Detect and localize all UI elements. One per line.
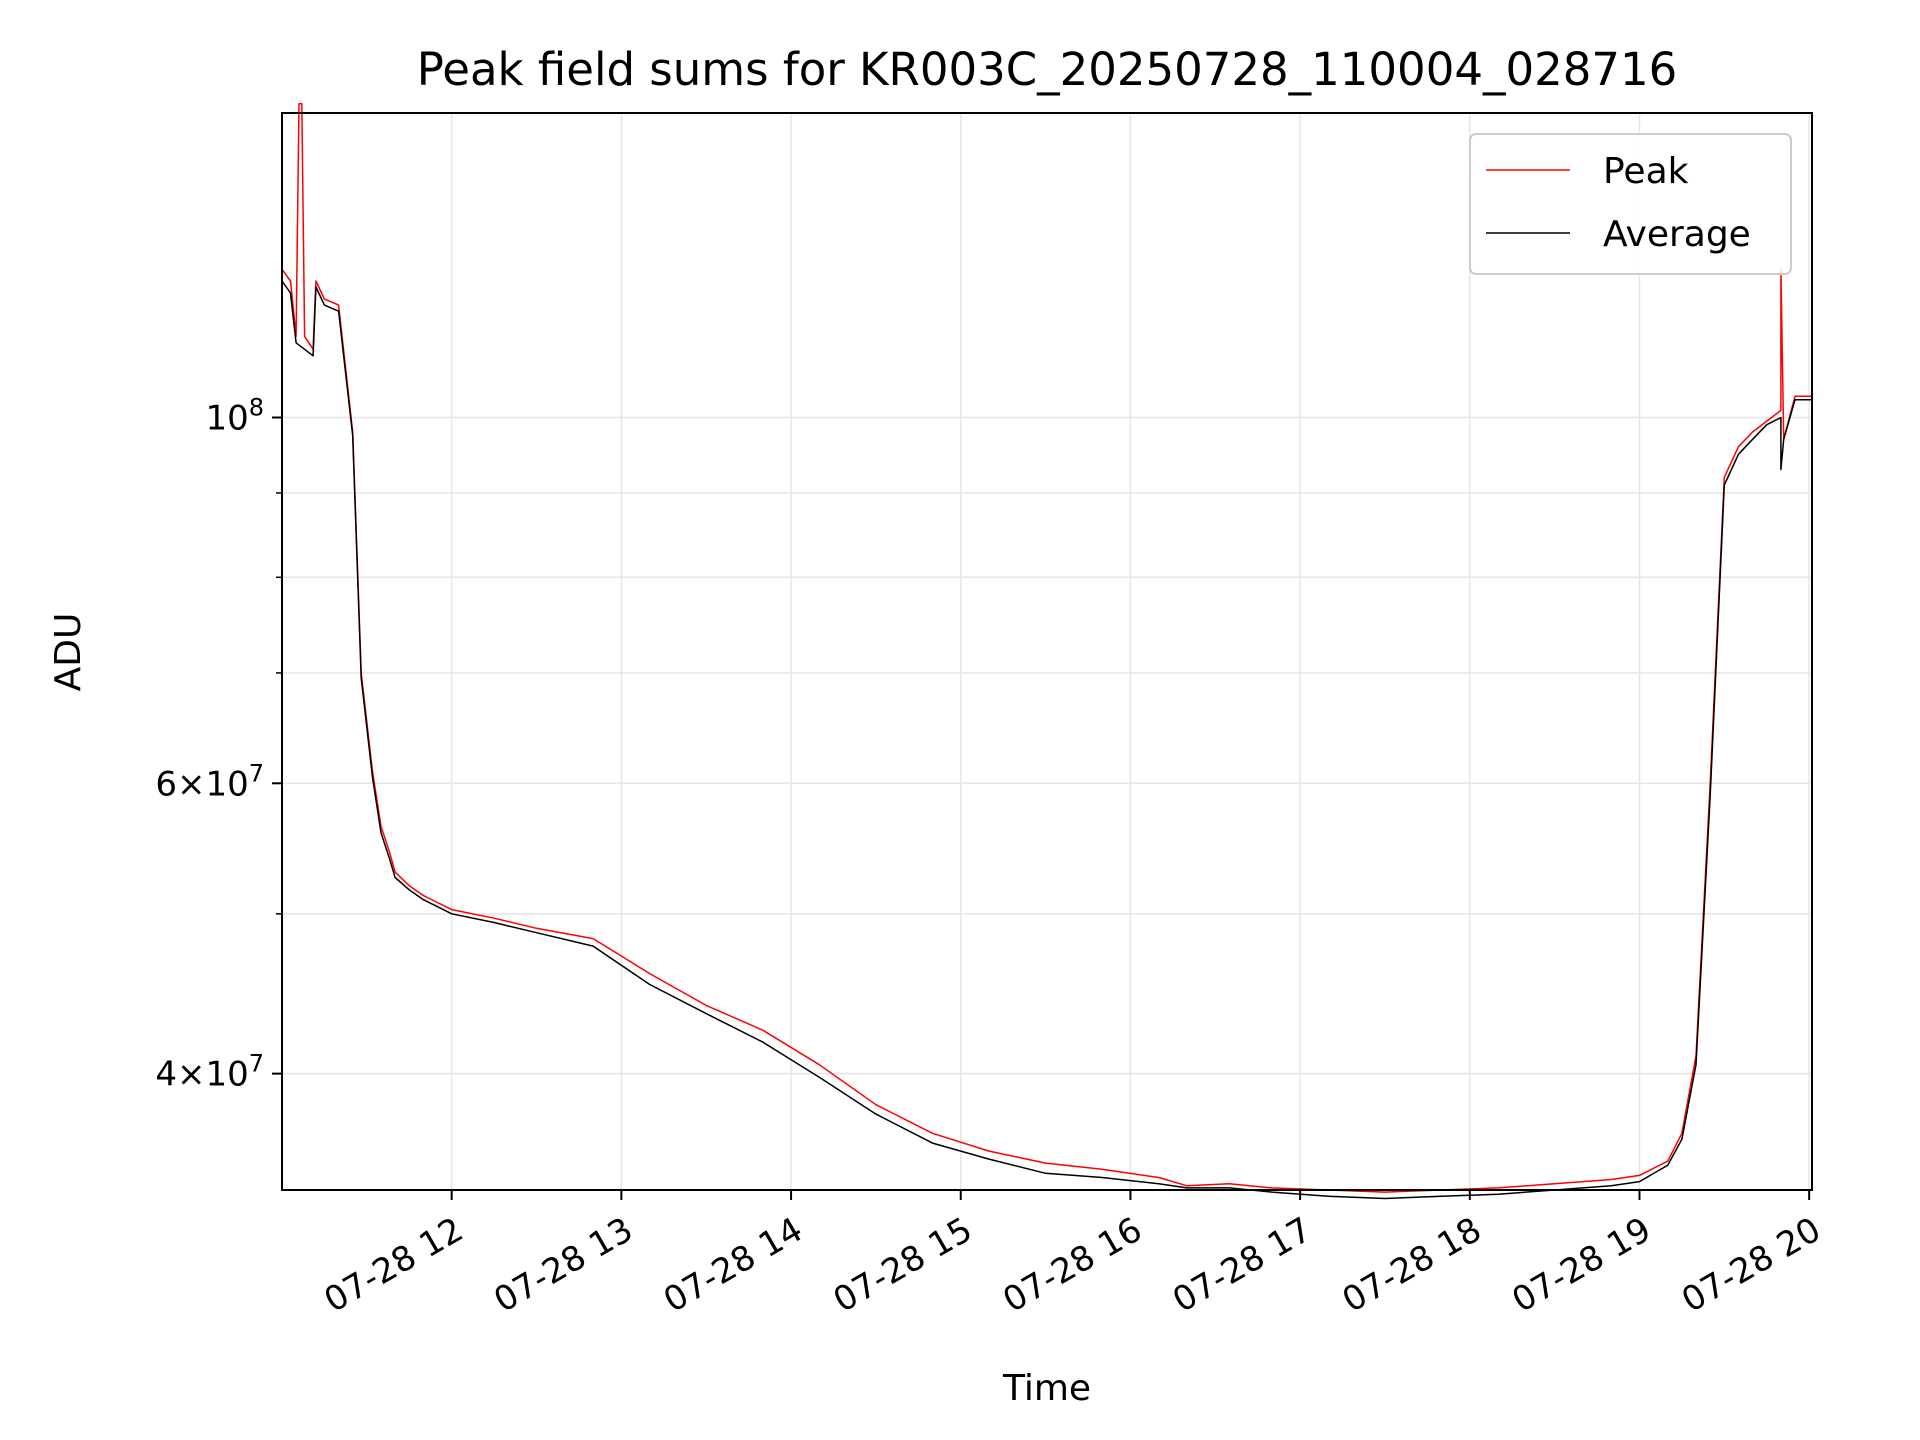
y-axis-label: ADU [48,613,89,692]
legend-label-average: Average [1603,214,1751,255]
y-tick-label: 6×107 [155,759,264,804]
legend: Peak Average [1469,133,1792,275]
legend-box [1469,133,1792,275]
series-line-average [281,280,1812,1200]
y-axis-ticks: 108 6×107 4×107 [155,394,282,1095]
y-tick-label: 4×107 [155,1050,264,1095]
grid [282,113,1812,1190]
chart-title: Peak field sums for KR003C_20250728_1100… [417,43,1677,96]
plot-frame [281,112,1813,1191]
x-axis-label: Time [1002,1368,1091,1409]
series-layer [281,102,1812,1200]
legend-label-peak: Peak [1603,151,1689,192]
y-tick-label: 108 [205,394,264,439]
